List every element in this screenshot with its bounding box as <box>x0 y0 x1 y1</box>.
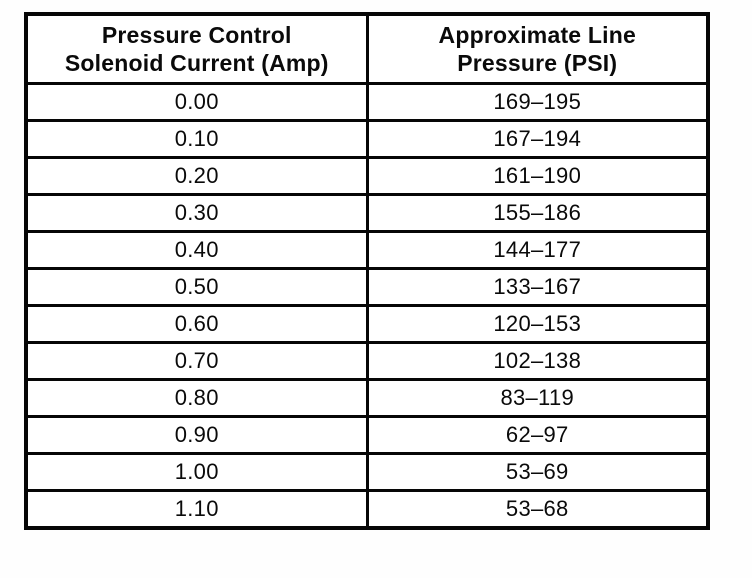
cell-current: 0.10 <box>24 119 369 159</box>
column-header-line-pressure: Approximate Line Pressure (PSI) <box>365 12 710 85</box>
table-row: 0.00 169–195 <box>24 82 710 122</box>
cell-pressure: 53–68 <box>365 489 710 530</box>
cell-current: 0.50 <box>24 267 369 307</box>
cell-pressure: 62–97 <box>365 415 710 455</box>
table-row: 0.80 83–119 <box>24 378 710 418</box>
cell-pressure: 155–186 <box>365 193 710 233</box>
table-row: 1.00 53–69 <box>24 452 710 492</box>
cell-pressure: 102–138 <box>365 341 710 381</box>
table-row: 0.60 120–153 <box>24 304 710 344</box>
cell-current: 1.10 <box>24 489 369 530</box>
pressure-solenoid-table: Pressure Control Solenoid Current (Amp) … <box>24 12 710 530</box>
table-row: 0.10 167–194 <box>24 119 710 159</box>
cell-current: 0.20 <box>24 156 369 196</box>
header-line: Solenoid Current (Amp) <box>64 50 329 76</box>
cell-current: 0.40 <box>24 230 369 270</box>
cell-current: 0.70 <box>24 341 369 381</box>
cell-pressure: 167–194 <box>365 119 710 159</box>
table-row: 0.30 155–186 <box>24 193 710 233</box>
header-line: Pressure Control <box>101 21 292 48</box>
table-row: 0.90 62–97 <box>24 415 710 455</box>
cell-current: 0.80 <box>24 378 369 418</box>
table-row: 0.70 102–138 <box>24 341 710 381</box>
table-row: 1.10 53–68 <box>24 489 710 530</box>
cell-pressure: 161–190 <box>365 156 710 196</box>
cell-pressure: 83–119 <box>365 378 710 418</box>
column-header-solenoid-current: Pressure Control Solenoid Current (Amp) <box>24 12 369 85</box>
header-line: Pressure (PSI) <box>457 50 618 76</box>
header-row: Pressure Control Solenoid Current (Amp) … <box>24 12 710 85</box>
cell-current: 0.30 <box>24 193 369 233</box>
cell-current: 0.60 <box>24 304 369 344</box>
cell-current: 0.00 <box>24 82 369 122</box>
cell-pressure: 120–153 <box>365 304 710 344</box>
table-body: 0.00 169–195 0.10 167–194 0.20 161–190 0… <box>24 82 710 530</box>
cell-pressure: 169–195 <box>365 82 710 122</box>
cell-pressure: 133–167 <box>365 267 710 307</box>
cell-current: 1.00 <box>24 452 369 492</box>
cell-current: 0.90 <box>24 415 369 455</box>
table-header: Pressure Control Solenoid Current (Amp) … <box>24 12 710 85</box>
header-line: Approximate Line <box>438 21 636 48</box>
cell-pressure: 53–69 <box>365 452 710 492</box>
table-row: 0.20 161–190 <box>24 156 710 196</box>
table-row: 0.50 133–167 <box>24 267 710 307</box>
table-row: 0.40 144–177 <box>24 230 710 270</box>
cell-pressure: 144–177 <box>365 230 710 270</box>
